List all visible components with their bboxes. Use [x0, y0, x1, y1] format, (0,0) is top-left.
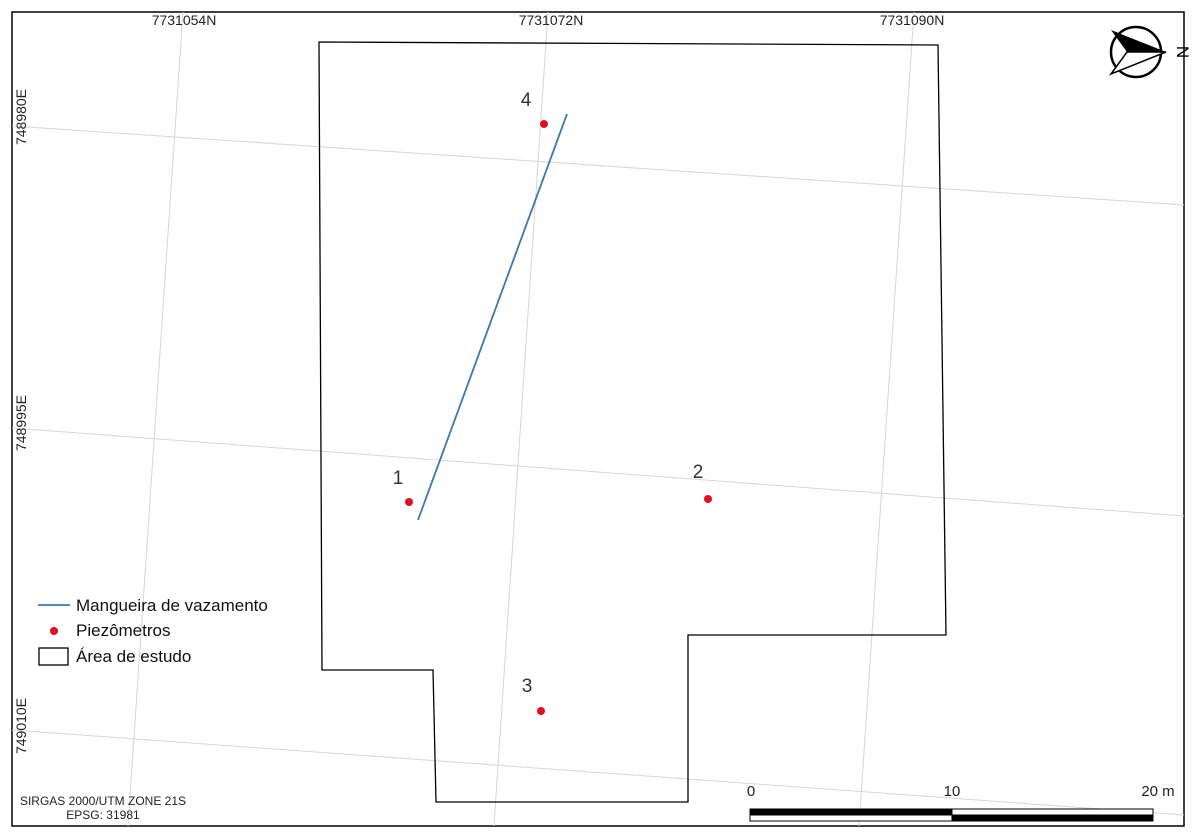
- piezometer-label: 3: [522, 676, 533, 697]
- leak-hose-line[interactable]: [417, 113, 568, 521]
- scale-bar-label: 0: [747, 783, 755, 800]
- map-neatline: [11, 11, 1185, 827]
- legend-symbol-polygon: [38, 647, 69, 666]
- grid-label-left: 748980E: [13, 89, 29, 145]
- scale-bar-label: 20 m: [1141, 783, 1174, 800]
- legend-label: Piezômetros: [76, 621, 170, 640]
- legend-label: Mangueira de vazamento: [76, 596, 268, 615]
- legend: Mangueira de vazamento Piezômetros Área …: [38, 596, 268, 666]
- piezometer-point-1[interactable]: [405, 498, 413, 506]
- piezometer-label: 1: [393, 468, 404, 489]
- scale-bar-label: 10: [944, 783, 961, 800]
- piezometer-label: 4: [521, 90, 532, 111]
- grid-labels-left: 748980E 748995E 749010E: [13, 89, 29, 754]
- piezometer-point-4[interactable]: [540, 120, 548, 128]
- grid-label-top: 7731054N: [152, 12, 217, 28]
- north-arrow-label: N: [1173, 46, 1192, 58]
- crs-line-1: SIRGAS 2000/UTM ZONE 21S: [20, 794, 186, 808]
- grid-label-top: 7731072N: [519, 12, 584, 28]
- legend-symbol-point: [50, 627, 58, 635]
- scale-bar: 0 10 20 m: [747, 783, 1175, 822]
- piezometer-group: 1 2 3 4: [393, 90, 712, 715]
- piezometer-point-2[interactable]: [704, 495, 712, 503]
- north-arrow-icon: N: [1108, 25, 1192, 79]
- grid-line-vertical: [858, 11, 915, 827]
- grid-label-left: 749010E: [13, 698, 29, 754]
- grid-line-vertical: [127, 11, 184, 827]
- crs-note: SIRGAS 2000/UTM ZONE 21S EPSG: 31981: [20, 794, 186, 822]
- grid-label-left: 748995E: [13, 395, 29, 451]
- study-area-polygon[interactable]: [318, 41, 947, 803]
- grid-line-horizontal: [11, 729, 1185, 816]
- piezometer-label: 2: [693, 462, 704, 483]
- crs-line-2: EPSG: 31981: [66, 808, 140, 822]
- grid-line-horizontal: [11, 125, 1185, 206]
- grid-line-vertical: [493, 11, 549, 827]
- grid-label-top: 7731090N: [880, 12, 945, 28]
- legend-label: Área de estudo: [76, 647, 191, 666]
- grid-lines: [11, 11, 1185, 827]
- grid-line-horizontal: [11, 427, 1185, 517]
- piezometer-point-3[interactable]: [537, 707, 545, 715]
- grid-labels-top: 7731054N 7731072N 7731090N: [152, 12, 945, 28]
